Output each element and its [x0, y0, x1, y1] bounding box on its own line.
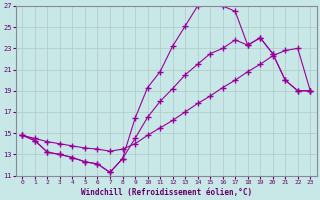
- X-axis label: Windchill (Refroidissement éolien,°C): Windchill (Refroidissement éolien,°C): [81, 188, 252, 197]
